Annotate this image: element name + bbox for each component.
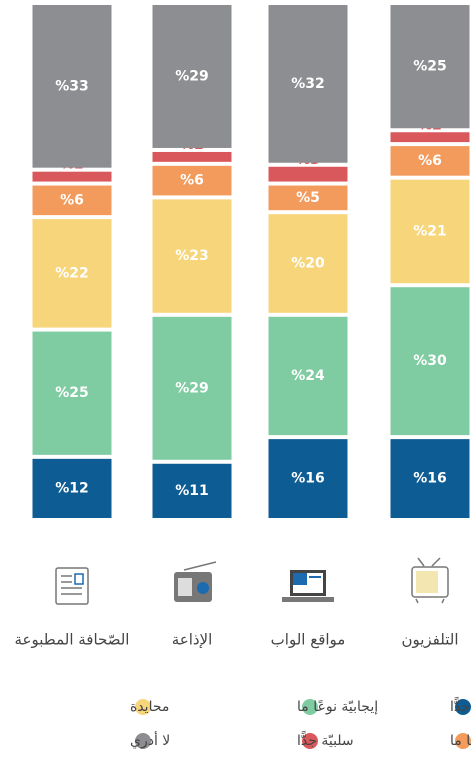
category-label: مواقع الواب: [271, 631, 346, 649]
value-label: %25: [55, 385, 89, 401]
value-label: %20: [291, 256, 325, 272]
value-label: %24: [291, 368, 325, 384]
legend-swatch: [135, 733, 151, 749]
legend-swatch: [302, 699, 318, 715]
bar-segment: [268, 316, 348, 436]
bar-segment: [390, 132, 470, 143]
bar-segment: [268, 185, 348, 211]
legend-label: سلبيّة نوعًا ما: [450, 733, 471, 749]
tv-icon: [411, 557, 449, 604]
legend-label: سلبيّة جدًّا: [297, 730, 354, 749]
bar-segment: [152, 316, 232, 460]
value-label: %33: [55, 78, 89, 94]
category-label: التلفزيون: [401, 631, 458, 649]
value-label: %29: [175, 68, 209, 84]
bar-segment: [152, 151, 232, 162]
bar-segment: [152, 5, 232, 148]
bar-segment: [268, 439, 348, 518]
value-label: %21: [413, 223, 447, 239]
value-label: %23: [175, 248, 209, 264]
legend-label: لا أدري: [130, 731, 170, 749]
bar-segment: [390, 439, 470, 518]
legend-label: إيجابيّة نوعًا ما: [297, 699, 378, 715]
newspaper-icon: [55, 567, 89, 605]
value-label: %16: [291, 471, 325, 487]
bar-segment: [390, 287, 470, 436]
value-label: %6: [180, 173, 204, 189]
bar-segment: [152, 165, 232, 196]
bar-segment: [268, 166, 348, 182]
value-label: %16: [413, 471, 447, 487]
value-label: %6: [418, 153, 442, 169]
value-label: %32: [291, 76, 325, 92]
bar-segment: [32, 171, 112, 182]
legend-label: محايدة: [130, 699, 169, 715]
bar-segment: [152, 463, 232, 518]
bar-segment: [32, 185, 112, 216]
bar-segment: [32, 458, 112, 518]
value-label: %11: [175, 483, 209, 499]
laptop-icon: [282, 570, 334, 602]
value-label: %6: [60, 192, 84, 208]
legend-swatch: [302, 733, 318, 749]
value-label: %29: [175, 380, 209, 396]
value-label: %30: [413, 353, 447, 369]
bar-segment: [390, 146, 470, 176]
category-label: الإذاعة: [172, 631, 213, 649]
value-label: %5: [296, 190, 320, 206]
bar-segment: [32, 219, 112, 328]
value-label: %22: [55, 265, 89, 281]
value-label: %12: [55, 480, 89, 496]
bar-segment: [390, 5, 470, 129]
bar-segment: [32, 5, 112, 168]
legend-swatch: [135, 699, 151, 715]
value-label: %25: [413, 59, 447, 75]
bar-segment: [268, 5, 348, 163]
bar-segment: [152, 199, 232, 313]
legend-swatch: [455, 733, 471, 749]
bar-segment: [390, 179, 470, 284]
bar-segment: [32, 331, 112, 455]
category-label: الصّحافة المطبوعة: [15, 631, 130, 649]
radio-icon: [174, 561, 217, 602]
bar-segment: [268, 214, 348, 313]
legend-label: ايجابيّة جدًّا: [450, 696, 471, 715]
legend-swatch: [455, 699, 471, 715]
